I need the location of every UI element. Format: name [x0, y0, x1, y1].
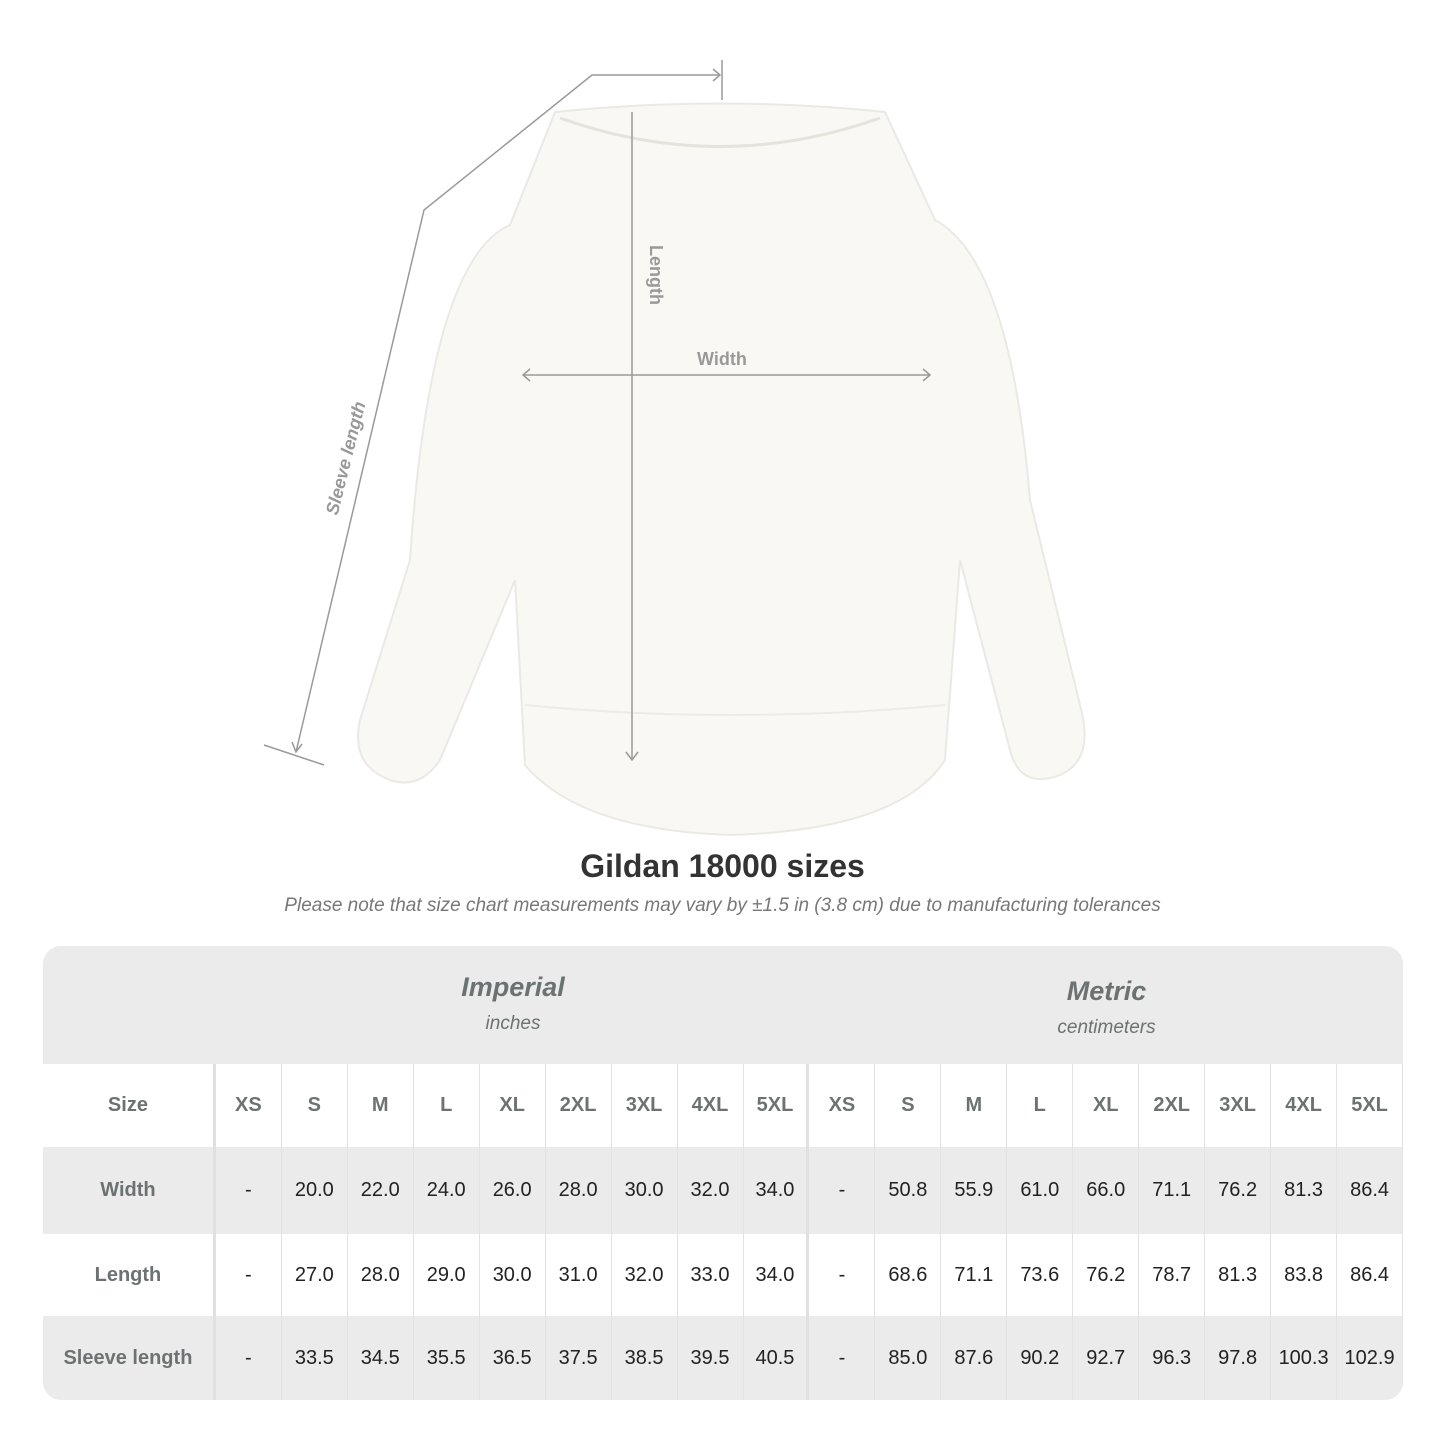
table-cell: 27.0	[282, 1234, 348, 1316]
table-cell: 81.3	[1205, 1234, 1272, 1316]
table-cell: 61.0	[1007, 1147, 1074, 1234]
table-cell: XL	[480, 1064, 546, 1147]
table-cell: 22.0	[348, 1147, 414, 1234]
row-label: Size	[43, 1064, 216, 1147]
table-cell: -	[809, 1234, 876, 1316]
table-cell: 32.0	[678, 1147, 744, 1234]
table-cell: 34.0	[744, 1147, 810, 1234]
table-cell: 97.8	[1205, 1316, 1272, 1400]
table-cell: 29.0	[414, 1234, 480, 1316]
table-cell: -	[809, 1316, 876, 1400]
length-label: Length	[646, 245, 666, 305]
table-cell: XS	[216, 1064, 282, 1147]
table-cell: 32.0	[612, 1234, 678, 1316]
table-cell: 96.3	[1139, 1316, 1206, 1400]
table-cell: 39.5	[678, 1316, 744, 1400]
measurement-lines	[263, 60, 932, 766]
table-cell: -	[216, 1234, 282, 1316]
table-cell: 28.0	[546, 1147, 612, 1234]
table-cell: 5XL	[744, 1064, 810, 1147]
table-cell: 24.0	[414, 1147, 480, 1234]
table-cell: XL	[1073, 1064, 1140, 1147]
imperial-header: Imperial inches	[216, 972, 810, 1035]
table-cell: 73.6	[1007, 1234, 1074, 1316]
table-cell: 85.0	[875, 1316, 942, 1400]
table-header-band: Imperial inches Metric centimeters	[43, 946, 1403, 1064]
table-cell: 83.8	[1271, 1234, 1338, 1316]
size-table: Imperial inches Metric centimeters Size X…	[43, 946, 1403, 1400]
table-cell: L	[1007, 1064, 1074, 1147]
table-cell: 92.7	[1073, 1316, 1140, 1400]
metric-header: Metric centimeters	[810, 976, 1403, 1039]
table-cell: 68.6	[875, 1234, 942, 1316]
table-cell: -	[216, 1316, 282, 1400]
table-cell: 86.4	[1337, 1234, 1403, 1316]
table-cell: S	[282, 1064, 348, 1147]
table-cell: 5XL	[1337, 1064, 1403, 1147]
table-cell: 87.6	[941, 1316, 1008, 1400]
table-cell: L	[414, 1064, 480, 1147]
table-cell: 33.5	[282, 1316, 348, 1400]
table-cell: 37.5	[546, 1316, 612, 1400]
sweatshirt-image	[357, 102, 1086, 837]
table-cell: 38.5	[612, 1316, 678, 1400]
table-cell: 40.5	[744, 1316, 810, 1400]
row-label: Length	[43, 1234, 216, 1316]
table-cell: 71.1	[941, 1234, 1008, 1316]
table-cell: 3XL	[612, 1064, 678, 1147]
table-cell: 31.0	[546, 1234, 612, 1316]
table-cell: 66.0	[1073, 1147, 1140, 1234]
width-label: Width	[697, 349, 747, 369]
row-label: Width	[43, 1147, 216, 1234]
table-cell: XS	[809, 1064, 876, 1147]
table-cell: 36.5	[480, 1316, 546, 1400]
table-cell: 2XL	[546, 1064, 612, 1147]
table-cell: 28.0	[348, 1234, 414, 1316]
table-cell: 81.3	[1271, 1147, 1338, 1234]
table-cell: 35.5	[414, 1316, 480, 1400]
table-cell: 55.9	[941, 1147, 1008, 1234]
table-cell: -	[809, 1147, 876, 1234]
table-cell: 78.7	[1139, 1234, 1206, 1316]
table-header-row: Size XS S M L XL 2XL 3XL 4XL 5XL XS S M L XL 2XL 3XL 4XL 5…	[43, 1064, 1403, 1147]
table-cell: -	[216, 1147, 282, 1234]
table-cell: S	[875, 1064, 942, 1147]
row-label: Sleeve length	[43, 1316, 216, 1400]
table-cell: 76.2	[1073, 1234, 1140, 1316]
table-row: Sleeve length -33.5 34.5 35.5 36.5 37.5 38.5 39…	[43, 1316, 1403, 1400]
table-cell: 90.2	[1007, 1316, 1074, 1400]
table-row: Length -27.0 28.0 29.0 30.0 31.0 32.0 33.0 34.0-…	[43, 1234, 1403, 1316]
imperial-title: Imperial	[461, 972, 565, 1002]
metric-unit: centimeters	[1057, 1017, 1156, 1038]
table-cell: M	[348, 1064, 414, 1147]
tolerance-note: Please note that size chart measurements…	[284, 895, 1161, 916]
table-cell: 30.0	[612, 1147, 678, 1234]
table-cell: 33.0	[678, 1234, 744, 1316]
table-cell: 30.0	[480, 1234, 546, 1316]
table-cell: 20.0	[282, 1147, 348, 1234]
table-cell: 26.0	[480, 1147, 546, 1234]
sleeve-line	[295, 74, 720, 753]
imperial-unit: inches	[485, 1013, 541, 1034]
table-cell: M	[941, 1064, 1008, 1147]
table-cell: 102.9	[1337, 1316, 1403, 1400]
table-cell: 76.2	[1205, 1147, 1272, 1234]
table-cell: 50.8	[875, 1147, 942, 1234]
table-cell: 4XL	[1271, 1064, 1338, 1147]
table-cell: 86.4	[1337, 1147, 1403, 1234]
table-row: Width -20.0 22.0 24.0 26.0 28.0 30.0 32.0 34.0-5…	[43, 1147, 1403, 1234]
table-cell: 2XL	[1139, 1064, 1206, 1147]
table-cell: 4XL	[678, 1064, 744, 1147]
table-cell: 34.0	[744, 1234, 810, 1316]
metric-title: Metric	[1066, 976, 1147, 1006]
table-cell: 3XL	[1205, 1064, 1272, 1147]
table-cell: 34.5	[348, 1316, 414, 1400]
sweatshirt-diagram	[263, 60, 1086, 837]
chart-title: Gildan 18000 sizes	[580, 848, 865, 884]
table-cell: 100.3	[1271, 1316, 1338, 1400]
table-cell: 71.1	[1139, 1147, 1206, 1234]
